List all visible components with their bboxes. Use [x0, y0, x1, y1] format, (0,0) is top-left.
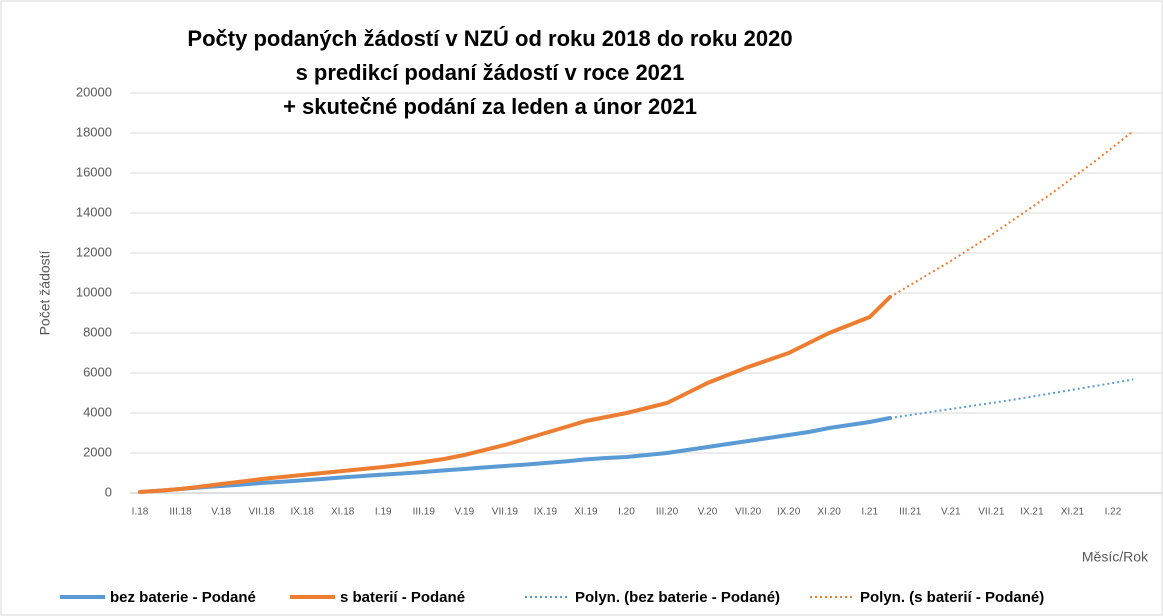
chart-title: + skutečné podání za leden a únor 2021	[283, 94, 697, 119]
x-tick-label: III.18	[169, 507, 192, 518]
y-tick-label: 6000	[83, 364, 112, 379]
y-tick-label: 12000	[76, 244, 112, 259]
y-tick-label: 16000	[76, 164, 112, 179]
x-tick-label: IX.19	[534, 507, 558, 518]
x-tick-label: IX.21	[1020, 507, 1044, 518]
y-tick-label: 4000	[83, 404, 112, 419]
x-tick-label: V.18	[211, 507, 231, 518]
x-tick-label: VII.20	[735, 507, 762, 518]
y-tick-label: 10000	[76, 284, 112, 299]
x-tick-label: XI.19	[574, 507, 598, 518]
x-tick-label: V.19	[454, 507, 474, 518]
legend-label: Polyn. (s baterií - Podané)	[860, 589, 1044, 606]
x-tick-label: XI.21	[1061, 507, 1085, 518]
legend-label: Polyn. (bez baterie - Podané)	[575, 589, 780, 606]
x-tick-label: I.18	[132, 507, 149, 518]
x-tick-label: V.21	[941, 507, 961, 518]
x-tick-label: I.21	[861, 507, 878, 518]
legend-label: s baterií - Podané	[340, 589, 465, 606]
y-tick-label: 20000	[76, 84, 112, 99]
x-tick-label: XI.18	[331, 507, 355, 518]
x-tick-label: VII.19	[492, 507, 519, 518]
x-tick-label: I.19	[375, 507, 392, 518]
series-line	[138, 295, 892, 494]
legend-label: bez baterie - Podané	[110, 589, 256, 606]
y-tick-label: 8000	[83, 324, 112, 339]
x-tick-label: V.20	[698, 507, 718, 518]
x-tick-label: VII.21	[978, 507, 1005, 518]
y-tick-label: 2000	[83, 444, 112, 459]
y-tick-label: 0	[105, 484, 112, 499]
chart-title: s predikcí podaní žádostí v roce 2021	[296, 60, 685, 85]
x-tick-label: XI.20	[818, 507, 842, 518]
y-axis-label: Počet žádostí	[37, 250, 53, 335]
trend-line	[889, 378, 1134, 419]
x-tick-label: III.20	[656, 507, 679, 518]
series-line	[138, 416, 892, 494]
x-tick-label: I.22	[1105, 507, 1122, 518]
x-tick-label: IX.20	[777, 507, 801, 518]
x-tick-label: I.20	[618, 507, 635, 518]
x-axis-label: Měsíc/Rok	[1082, 549, 1149, 565]
x-tick-label: VII.18	[249, 507, 276, 518]
x-tick-label: IX.18	[290, 507, 314, 518]
chart-title: Počty podaných žádostí v NZÚ od roku 201…	[187, 26, 792, 51]
x-tick-label: III.19	[413, 507, 436, 518]
y-tick-label: 14000	[76, 204, 112, 219]
x-tick-label: III.21	[899, 507, 922, 518]
y-tick-label: 18000	[76, 124, 112, 139]
